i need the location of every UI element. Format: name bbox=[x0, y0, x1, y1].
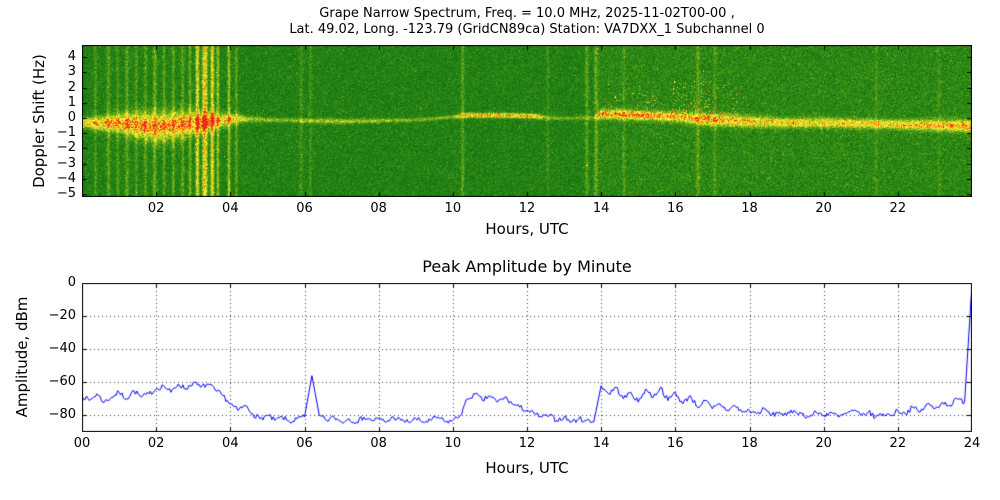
spectrogram-canvas bbox=[82, 45, 972, 197]
spectrogram-xtick-label: 12 bbox=[518, 201, 536, 216]
amplitude-title: Peak Amplitude by Minute bbox=[422, 257, 632, 276]
spectrogram-ytick-label: 4 bbox=[67, 49, 76, 65]
amplitude-ytick-label: −80 bbox=[48, 407, 76, 423]
amplitude-xlabel: Hours, UTC bbox=[485, 459, 569, 477]
spectrogram-xtick-label: 02 bbox=[147, 201, 165, 216]
spectrogram-ytick-label: −5 bbox=[56, 185, 76, 201]
spectrogram-ytick-label: −4 bbox=[56, 170, 76, 186]
spectrogram-xtick-label: 22 bbox=[889, 201, 907, 216]
amplitude-xtick-label: 10 bbox=[444, 436, 462, 451]
spectrogram-xtick-label: 06 bbox=[296, 201, 313, 216]
amplitude-xtick-label: 00 bbox=[73, 436, 91, 451]
amplitude-xtick-label: 18 bbox=[741, 436, 758, 451]
amplitude-canvas bbox=[82, 283, 972, 432]
spectrogram-xtick-label: 08 bbox=[370, 201, 387, 216]
amplitude-xtick-label: 14 bbox=[592, 436, 610, 451]
amplitude-ytick-label: −60 bbox=[48, 374, 76, 390]
spectrogram-xlabel: Hours, UTC bbox=[485, 220, 569, 238]
spectrogram-xtick-label: 14 bbox=[592, 201, 610, 216]
amplitude-ytick-label: −40 bbox=[48, 341, 76, 357]
amplitude-xtick-label: 06 bbox=[296, 436, 313, 451]
spectrogram-xtick-label: 16 bbox=[667, 201, 684, 216]
spectrogram-ytick-label: 2 bbox=[67, 79, 76, 95]
spectrogram-xtick-label: 18 bbox=[741, 201, 758, 216]
amplitude-ytick-label: −20 bbox=[48, 308, 76, 324]
spectrogram-ytick-label: 3 bbox=[67, 64, 76, 80]
amplitude-xtick-label: 02 bbox=[147, 436, 165, 451]
spectrogram-ytick-label: −3 bbox=[56, 155, 76, 171]
spectrogram-xtick-label: 10 bbox=[444, 201, 462, 216]
spectrogram-xtick-label: 04 bbox=[222, 201, 239, 216]
amplitude-xtick-label: 16 bbox=[667, 436, 684, 451]
spectrogram-title-line2: Lat. 49.02, Long. -123.79 (GridCN89ca) S… bbox=[289, 22, 765, 37]
amplitude-xtick-label: 20 bbox=[815, 436, 832, 451]
spectrogram-title-line1: Grape Narrow Spectrum, Freq. = 10.0 MHz,… bbox=[319, 6, 735, 21]
amplitude-ytick-label: 0 bbox=[67, 275, 76, 290]
spectrogram-ytick-label: −2 bbox=[56, 140, 76, 156]
amplitude-ylabel: Amplitude, dBm bbox=[13, 296, 31, 418]
amplitude-xtick-label: 24 bbox=[963, 436, 981, 451]
spectrogram-ytick-label: 1 bbox=[67, 94, 76, 110]
amplitude-xtick-label: 08 bbox=[370, 436, 387, 451]
amplitude-xtick-label: 04 bbox=[222, 436, 239, 451]
amplitude-xtick-label: 12 bbox=[518, 436, 536, 451]
spectrogram-ytick-label: 0 bbox=[67, 109, 76, 125]
spectrogram-ytick-label: −1 bbox=[56, 125, 76, 141]
amplitude-xtick-label: 22 bbox=[889, 436, 907, 451]
spectrogram-xtick-label: 20 bbox=[815, 201, 832, 216]
